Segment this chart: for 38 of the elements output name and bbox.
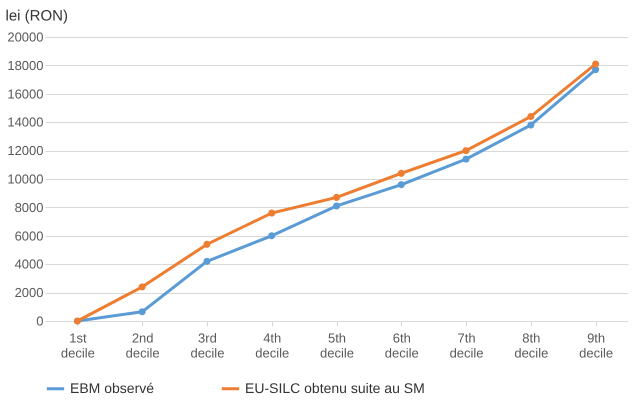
y-tick-label: 20000 [7, 30, 44, 44]
y-tick-label: 16000 [7, 86, 44, 102]
x-tick-label: 2nd decile [126, 330, 160, 360]
point [398, 170, 405, 177]
point [527, 112, 534, 120]
point [138, 308, 146, 316]
y-axis-title: lei (RON) [6, 8, 68, 24]
x-tick-label: 9th decile [579, 330, 614, 360]
y-tick-label: 6000 [14, 228, 44, 244]
legend-label: EBM observé [70, 380, 154, 396]
point [462, 156, 470, 163]
point [592, 60, 600, 68]
point [462, 147, 470, 154]
point [268, 210, 276, 217]
x-tick-label: 6th decile [384, 330, 419, 360]
point [138, 283, 146, 290]
x-tick-label: 1st decile [60, 330, 95, 360]
point [398, 181, 405, 188]
point [332, 194, 340, 201]
y-tick-label: 14000 [7, 114, 44, 130]
point [527, 122, 534, 129]
y-tick-label: 4000 [14, 256, 44, 272]
x-tick-label: 4th decile [255, 330, 290, 360]
point [332, 202, 340, 210]
y-tick-label: 8000 [14, 200, 44, 215]
x-tick-label: 3rd decile [190, 330, 224, 360]
x-tick-label: 8th decile [514, 330, 548, 360]
y-tick-label: 10000 [7, 172, 44, 186]
point [203, 240, 210, 248]
y-tick-label: 12000 [7, 143, 44, 158]
x-tick-label: 7th decile [450, 330, 484, 360]
point [203, 258, 210, 265]
point [268, 232, 276, 240]
legend-label: EU-SILC obtenu suite au SM [245, 380, 425, 396]
y-tick-label: 18000 [7, 58, 44, 73]
y-tick-label: 2000 [14, 285, 44, 300]
x-tick-label: 5th decile [320, 330, 354, 360]
y-tick-label: 0 [36, 314, 44, 328]
